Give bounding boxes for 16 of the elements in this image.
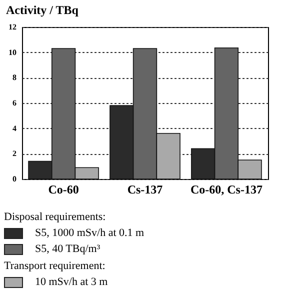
y-tick-label: 12 [8, 22, 16, 32]
y-tick-label: 2 [12, 149, 16, 158]
x-tick-label: Co-60 [48, 182, 79, 196]
legend-label: S5, 1000 mSv/h at 0.1 m [35, 226, 144, 241]
y-tick-label: 8 [12, 73, 16, 82]
chart-title: Activity / TBq [6, 3, 79, 17]
legend-label: 10 mSv/h at 3 m [35, 275, 108, 290]
y-tick-label: 4 [12, 124, 16, 133]
text: Transport requirement: [4, 259, 106, 274]
text: Disposal requirements: [4, 210, 107, 225]
y-tick-label: 6 [12, 98, 16, 108]
legend-label: S5, 40 TBq/m³ [35, 242, 100, 257]
y-tick-label: 0 [12, 174, 16, 184]
x-tick-label: Co-60, Cs-137 [190, 182, 262, 196]
y-tick-label: 10 [8, 48, 16, 57]
x-tick-label: Cs-137 [127, 182, 163, 196]
